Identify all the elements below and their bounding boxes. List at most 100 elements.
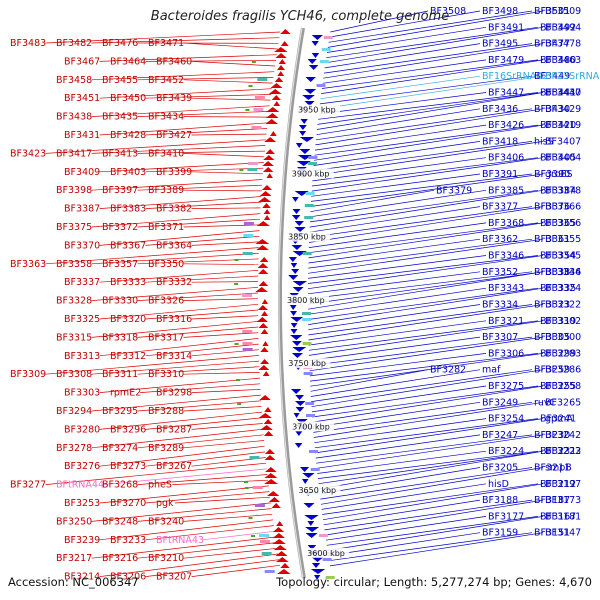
gene-label-bf3212: BF3212 <box>540 479 576 490</box>
reverse-gene-mark <box>290 263 298 268</box>
leader-line <box>191 207 261 209</box>
leader-line <box>91 428 264 449</box>
reverse-gene-mark <box>304 89 317 94</box>
marker-dot <box>237 403 242 405</box>
kbp-label-bg <box>285 294 330 305</box>
leader-line <box>325 499 544 536</box>
gene-label-bf3371: BF3371 <box>148 222 184 233</box>
gene-label-bf3270: BF3270 <box>110 498 146 509</box>
gene-label-bf3332: BF3332 <box>156 277 192 288</box>
gene-label-bf3370: BF3370 <box>64 240 100 251</box>
gene-label-bf3333: BF3333 <box>110 277 146 288</box>
reverse-gene-mark <box>291 269 300 274</box>
leader-line <box>137 218 261 228</box>
leader-line <box>315 418 544 454</box>
leader-line <box>191 241 260 246</box>
reverse-gene-mark <box>299 137 315 142</box>
leader-line <box>139 383 261 393</box>
leader-line <box>145 451 266 467</box>
leader-line <box>310 189 487 218</box>
kbp-scale-marks: 3950 kbp 3900 kbp 3850 kbp 3800 kbp 3750 kbp… <box>285 104 350 558</box>
gene-label-bf3265: BF3265 <box>545 397 581 408</box>
gene-label-bf3310: BF3310 <box>148 369 184 380</box>
gene-label-bf3379: BF3379 <box>436 185 472 196</box>
leader-line <box>45 139 266 154</box>
leader-line <box>45 355 259 375</box>
leader-line <box>322 59 487 84</box>
gene-label-bf3478: BF3478 <box>545 39 581 50</box>
gene-label-bf3188: BF3188 <box>482 495 518 506</box>
leader-line <box>310 369 429 392</box>
gene-label-bf3273: BF3273 <box>110 461 146 472</box>
gene-label-bf3372: BF3372 <box>102 222 138 233</box>
kbp-mark-3750-kbp: 3750 kbp <box>288 359 326 368</box>
leader-line <box>314 124 539 156</box>
gene-label-bf3413: BF3413 <box>102 148 138 159</box>
gene-label-bf3427: BF3427 <box>156 130 192 141</box>
leader-line <box>191 133 267 136</box>
forward-gene-mark <box>255 287 268 292</box>
gene-label-bf3303: BF3303 <box>64 388 100 399</box>
leader-line <box>308 222 544 259</box>
forward-gene-mark <box>262 203 271 208</box>
leader-line <box>308 304 533 336</box>
kbp-mark-3600-kbp: 3600 kbp <box>307 549 345 558</box>
marker-dot <box>234 343 239 345</box>
forward-gene-mark <box>259 257 269 262</box>
kbp-label-bg <box>286 231 331 242</box>
gene-label-bf3287: BF3287 <box>156 424 192 435</box>
gene-label-bf3464: BF3464 <box>110 56 146 67</box>
leader-line <box>137 508 272 522</box>
gene-label-bf3268: BF3268 <box>102 480 138 491</box>
leader-line <box>91 286 259 301</box>
leader-line <box>45 462 267 485</box>
gene-label-bf3315: BF3315 <box>56 332 92 343</box>
leader-line <box>308 255 539 284</box>
gene-label-bf3376: BF3376 <box>534 202 570 213</box>
gene-label-bf3305: BF3305 <box>534 332 570 343</box>
leader-line <box>145 309 259 320</box>
gene-label-bf3314: BF3314 <box>156 351 192 362</box>
leader-line <box>313 124 544 161</box>
gene-label-hiss: hisS <box>534 136 554 147</box>
gene-label-bf3247: BF3247 <box>482 430 518 441</box>
gene-label-bf3406: BF3406 <box>488 153 524 164</box>
gene-label-bf3491: BF3491 <box>488 22 524 33</box>
gene-label-bf3355: BF3355 <box>545 234 581 245</box>
forward-gene-mark <box>258 281 269 286</box>
feature-block <box>325 576 335 579</box>
leader-line <box>183 42 278 50</box>
gene-label-bf3390: BF3390 <box>534 169 570 180</box>
forward-gene-mark <box>263 215 271 220</box>
forward-gene-mark <box>275 53 287 58</box>
forward-gene-mark <box>280 29 291 34</box>
leader-line <box>321 59 539 89</box>
gene-label-bf3477: BF3477 <box>534 39 570 50</box>
forward-gene-mark <box>276 521 284 526</box>
leader-line <box>318 92 539 120</box>
genome-backbone-arc <box>278 27 306 579</box>
gene-label-bf3231: BF3231 <box>540 446 576 457</box>
gene-label-bf3405: BF3405 <box>540 153 576 164</box>
forward-gene-mark <box>277 71 285 76</box>
leader-line <box>317 450 487 474</box>
gene-label-smpb: smpB <box>545 462 572 473</box>
leader-line <box>317 450 539 479</box>
leader-line <box>310 173 544 207</box>
forward-gene-mark <box>271 95 281 100</box>
leader-line <box>310 189 435 213</box>
reverse-gene-mark <box>294 227 306 232</box>
leader-line <box>310 369 481 397</box>
gene-label-bf3288: BF3288 <box>148 406 184 417</box>
forward-gene-mark <box>264 479 278 484</box>
forward-gene-mark <box>258 323 269 328</box>
leader-line <box>45 31 281 44</box>
leader-line <box>191 171 263 175</box>
gene-label-bf3294: BF3294 <box>56 406 92 417</box>
genome-backbone-highlight <box>278 27 304 579</box>
gene-label-bf3450: BF3450 <box>110 93 146 104</box>
gene-label-bf3452: BF3452 <box>148 75 184 86</box>
forward-gene-mark <box>267 491 280 496</box>
gene-label-bf3378: BF3378 <box>545 185 581 196</box>
